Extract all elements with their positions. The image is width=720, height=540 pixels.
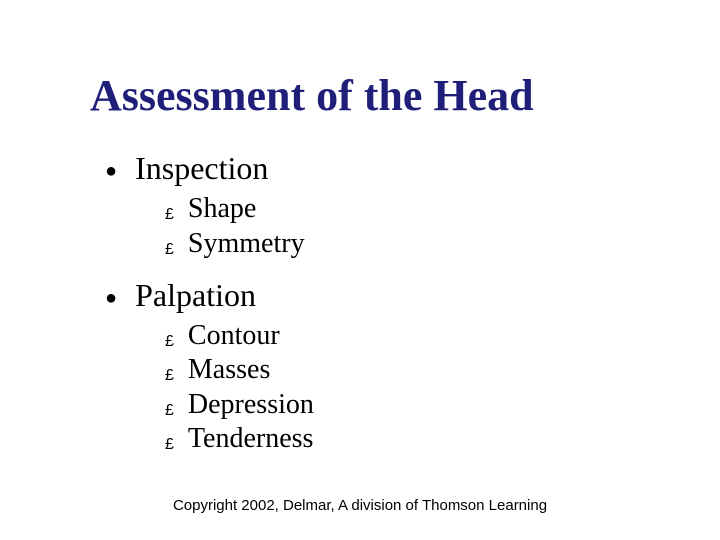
- level2-label: Contour: [188, 320, 280, 352]
- bullet-icon: ●: [105, 161, 117, 181]
- bullet-icon: £: [165, 368, 174, 384]
- subgroup-inspection: £ Shape £ Symmetry: [165, 193, 660, 259]
- bullet-icon: £: [165, 207, 174, 223]
- level2-label: Depression: [188, 389, 314, 421]
- list-item: £ Contour: [165, 320, 660, 352]
- list-item-inspection: ● Inspection: [105, 149, 660, 187]
- slide-title: Assessment of the Head: [90, 70, 660, 121]
- copyright-footer: Copyright 2002, Delmar, A division of Th…: [0, 497, 720, 514]
- bullet-icon: £: [165, 437, 174, 453]
- slide: Assessment of the Head ● Inspection £ Sh…: [0, 0, 720, 540]
- list-item-palpation: ● Palpation: [105, 276, 660, 314]
- bullet-icon: £: [165, 403, 174, 419]
- level2-label: Tenderness: [188, 423, 314, 455]
- list-item: £ Tenderness: [165, 423, 660, 455]
- bullet-icon: ●: [105, 288, 117, 308]
- list-item: £ Symmetry: [165, 228, 660, 260]
- list-item: £ Masses: [165, 354, 660, 386]
- level1-label: Palpation: [135, 276, 256, 314]
- bullet-icon: £: [165, 334, 174, 350]
- level1-label: Inspection: [135, 149, 268, 187]
- level2-label: Symmetry: [188, 228, 305, 260]
- level2-label: Shape: [188, 193, 256, 225]
- list-item: £ Depression: [165, 389, 660, 421]
- list-item: £ Shape: [165, 193, 660, 225]
- level2-label: Masses: [188, 354, 270, 386]
- bullet-icon: £: [165, 242, 174, 258]
- subgroup-palpation: £ Contour £ Masses £ Depression £ Tender…: [165, 320, 660, 455]
